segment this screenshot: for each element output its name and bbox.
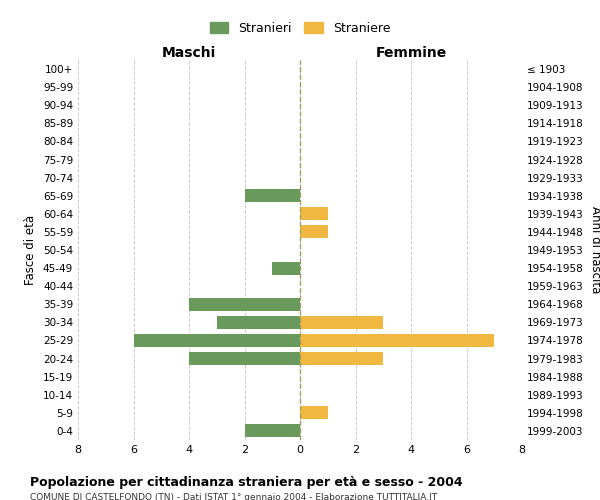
Y-axis label: Fasce di età: Fasce di età — [25, 215, 37, 285]
Bar — [300, 208, 328, 220]
Bar — [245, 424, 300, 438]
Text: Femmine: Femmine — [376, 46, 446, 60]
Text: Maschi: Maschi — [162, 46, 216, 60]
Bar — [300, 316, 383, 329]
Y-axis label: Anni di nascita: Anni di nascita — [589, 206, 600, 294]
Bar — [189, 352, 300, 365]
Bar — [300, 226, 328, 238]
Bar — [272, 262, 300, 274]
Bar — [189, 298, 300, 311]
Bar — [133, 334, 300, 347]
Text: Popolazione per cittadinanza straniera per età e sesso - 2004: Popolazione per cittadinanza straniera p… — [30, 476, 463, 489]
Bar — [217, 316, 300, 329]
Text: COMUNE DI CASTELFONDO (TN) - Dati ISTAT 1° gennaio 2004 - Elaborazione TUTTITALI: COMUNE DI CASTELFONDO (TN) - Dati ISTAT … — [30, 492, 437, 500]
Bar — [245, 189, 300, 202]
Legend: Stranieri, Straniere: Stranieri, Straniere — [205, 17, 395, 40]
Bar — [300, 334, 494, 347]
Bar — [300, 406, 328, 420]
Bar — [300, 352, 383, 365]
